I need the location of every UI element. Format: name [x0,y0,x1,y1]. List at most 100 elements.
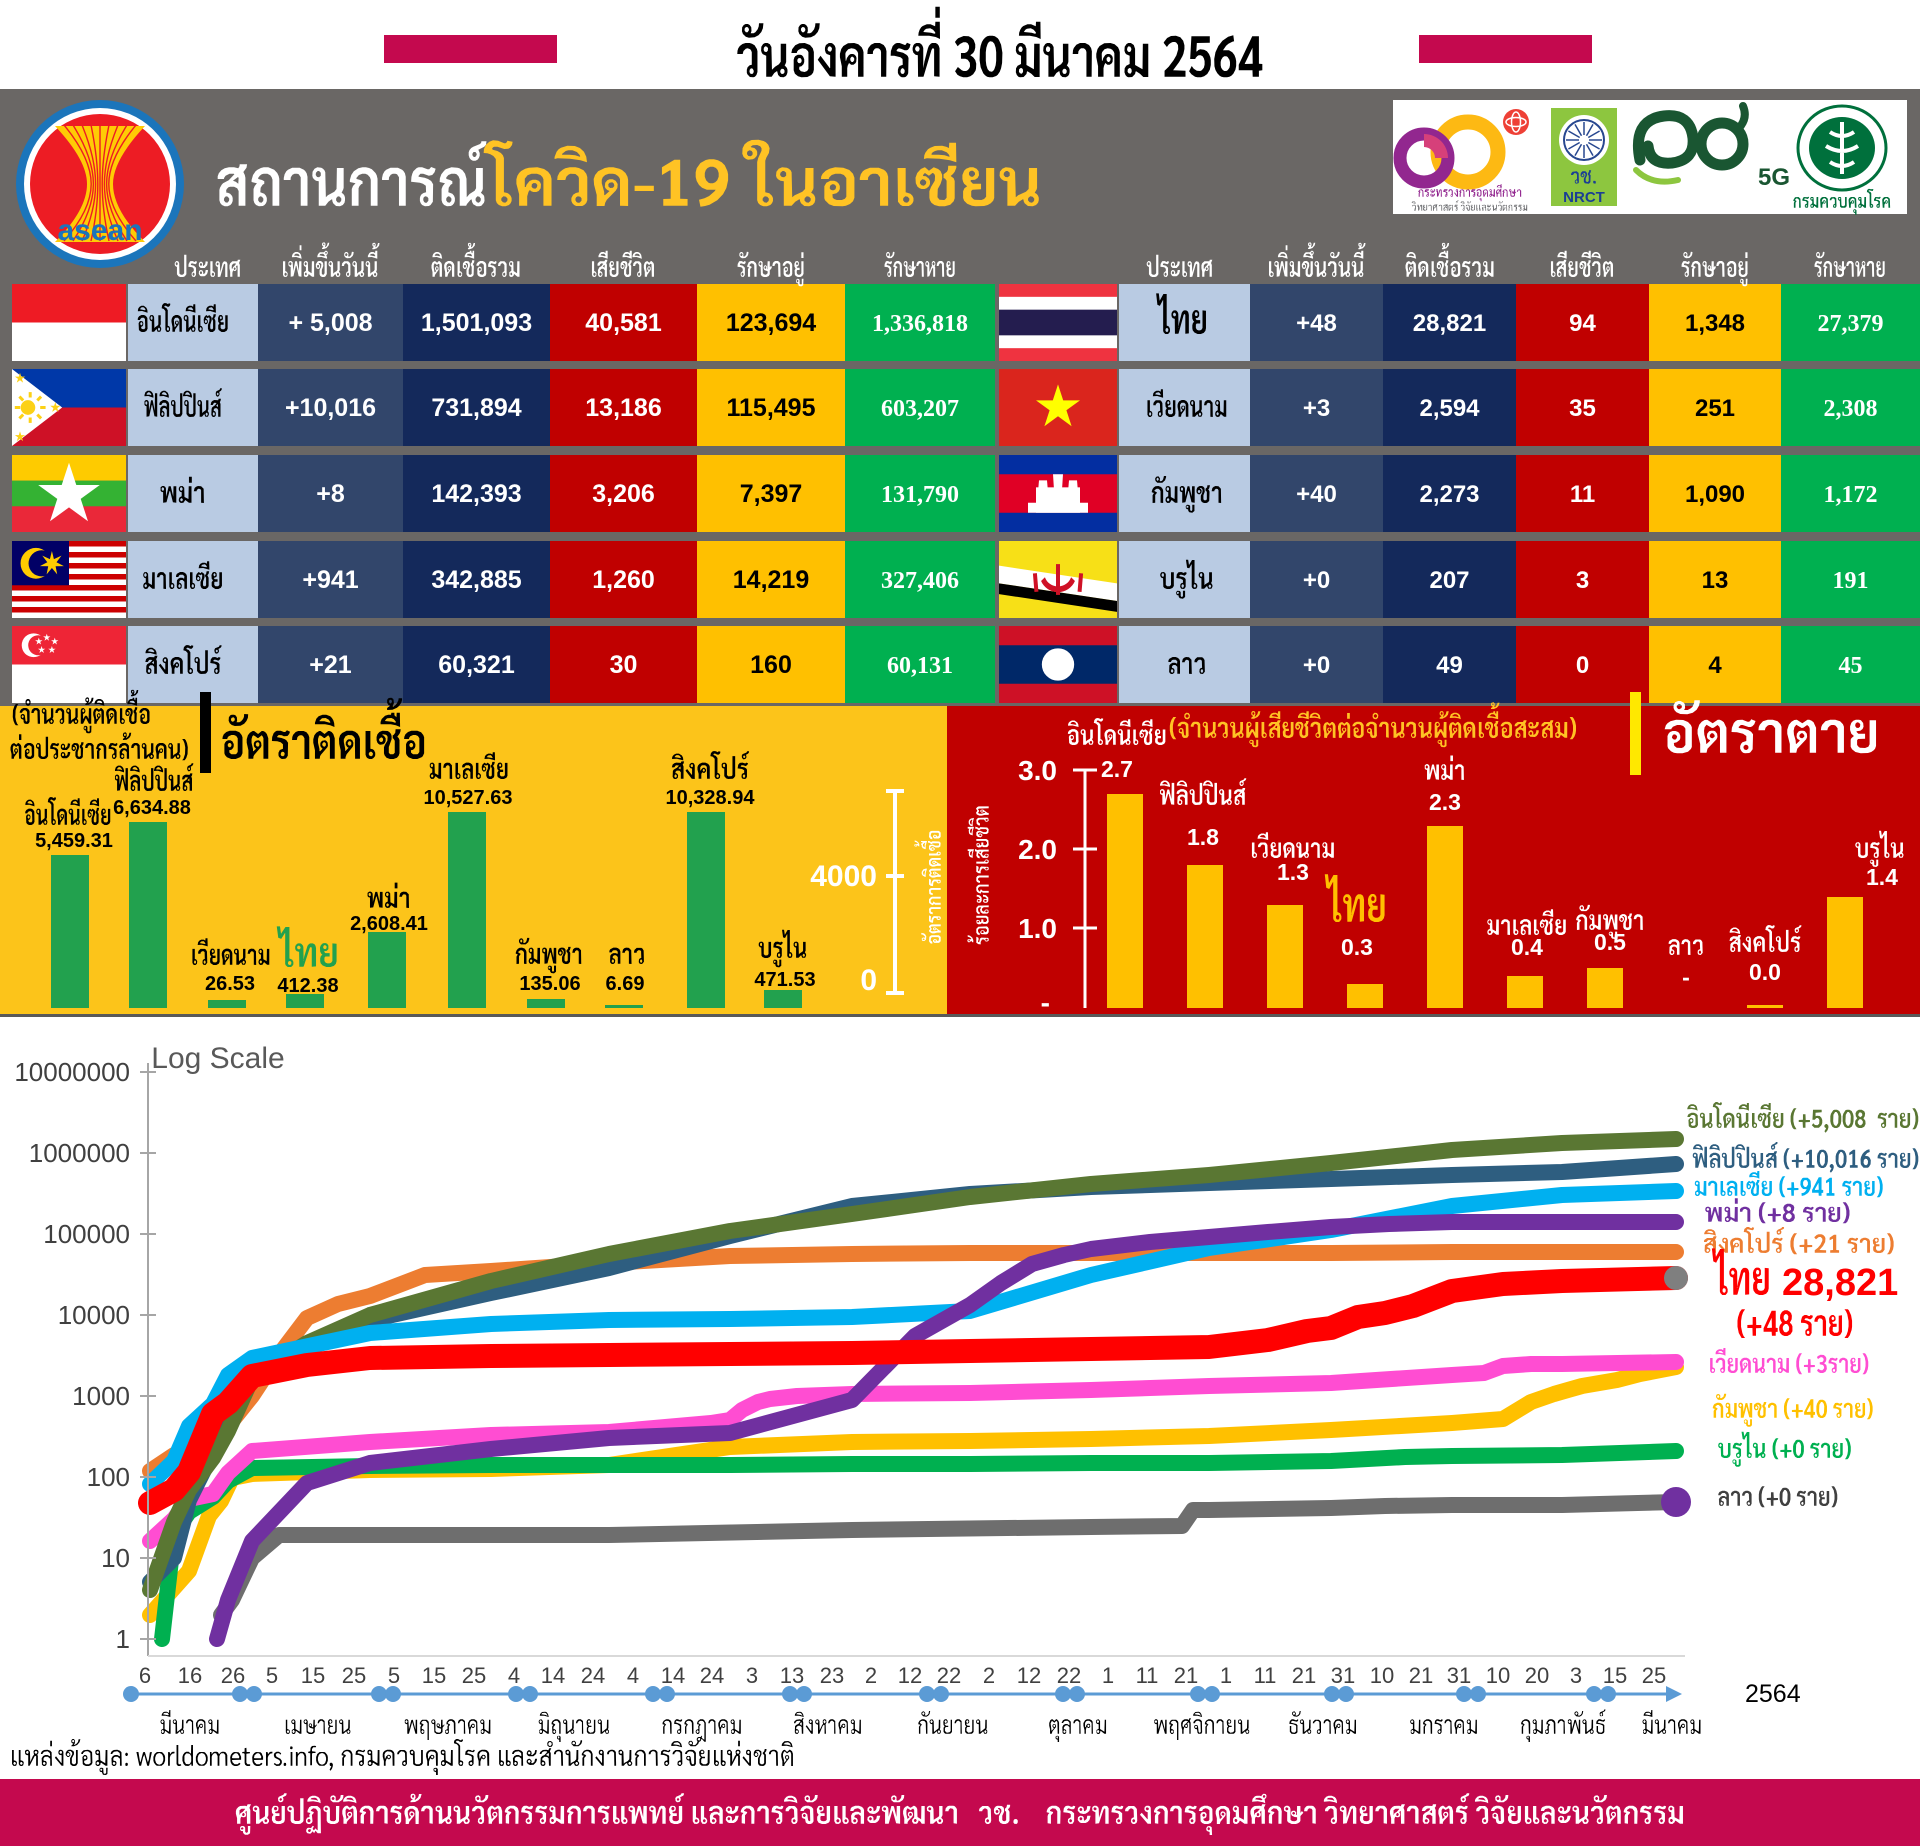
svg-text:1.3: 1.3 [1277,859,1309,885]
svg-text:+941: +941 [302,566,358,594]
svg-text:5,459.31: 5,459.31 [35,830,113,852]
svg-text:2,608.41: 2,608.41 [350,913,428,935]
svg-text:2.7: 2.7 [1101,756,1133,782]
svg-text:3: 3 [746,1663,758,1688]
svg-text:2,594: 2,594 [1419,395,1480,422]
svg-text:10,527.63: 10,527.63 [424,787,513,809]
svg-text:13,186: 13,186 [585,394,661,422]
svg-text:35: 35 [1569,395,1596,422]
svg-text:1.4: 1.4 [1866,864,1898,890]
svg-text:5G: 5G [1758,164,1790,191]
svg-text:2,308: 2,308 [1824,396,1878,422]
svg-text:14: 14 [661,1663,685,1688]
svg-text:10,328.94: 10,328.94 [666,787,756,809]
svg-text:3.0: 3.0 [1018,755,1057,786]
svg-text:6: 6 [139,1663,151,1688]
svg-text:4: 4 [508,1663,520,1688]
svg-text:5: 5 [266,1663,278,1688]
svg-text:23: 23 [820,1663,844,1688]
svg-text:45: 45 [1839,653,1863,679]
svg-text:26: 26 [221,1663,245,1688]
svg-text:100: 100 [87,1462,130,1492]
svg-text:+8: +8 [316,480,345,508]
svg-text:+10,016: +10,016 [285,394,376,422]
svg-text:1,336,818: 1,336,818 [872,311,968,337]
svg-text:28,821: 28,821 [1413,310,1486,337]
svg-text:+ 5,008: + 5,008 [288,309,372,337]
svg-text:30: 30 [610,651,638,679]
svg-text:4: 4 [627,1663,639,1688]
svg-text:207: 207 [1429,567,1469,594]
svg-text:2: 2 [983,1663,995,1688]
svg-text:412.38: 412.38 [277,975,338,997]
svg-text:2.3: 2.3 [1429,789,1461,815]
svg-text:1000: 1000 [72,1381,130,1411]
svg-text:+21: +21 [309,651,352,679]
svg-text:+48: +48 [1296,310,1337,337]
svg-text:0: 0 [1576,652,1589,679]
svg-text:25: 25 [462,1663,486,1688]
svg-text:40,581: 40,581 [585,309,662,337]
svg-text:10000: 10000 [58,1300,130,1330]
svg-text:191: 191 [1833,568,1869,594]
svg-text:20: 20 [1525,1663,1549,1688]
svg-text:10: 10 [101,1543,130,1573]
svg-text:21: 21 [1174,1663,1198,1688]
svg-text:0.4: 0.4 [1511,934,1543,960]
svg-text:NRCT: NRCT [1563,189,1605,206]
svg-text:4: 4 [1708,652,1722,679]
svg-text:4000: 4000 [810,860,877,893]
svg-text:0: 0 [860,964,877,997]
svg-text:1,501,093: 1,501,093 [421,309,532,337]
svg-text:471.53: 471.53 [754,969,815,991]
svg-text:5: 5 [388,1663,400,1688]
svg-text:+40: +40 [1296,481,1337,508]
svg-text:12: 12 [1017,1663,1041,1688]
svg-text:60,321: 60,321 [438,651,515,679]
svg-text:7,397: 7,397 [740,480,803,508]
svg-text:603,207: 603,207 [881,396,959,422]
svg-text:11: 11 [1254,1663,1277,1688]
svg-text:100000: 100000 [43,1219,130,1249]
svg-text:1,260: 1,260 [592,566,655,594]
svg-text:25: 25 [1642,1663,1666,1688]
svg-text:2.0: 2.0 [1018,834,1057,865]
svg-text:2,273: 2,273 [1419,481,1479,508]
svg-text:60,131: 60,131 [887,653,953,679]
svg-text:160: 160 [750,651,792,679]
svg-text:2564: 2564 [1745,1680,1801,1708]
svg-text:+0: +0 [1303,652,1330,679]
svg-text:123,694: 123,694 [726,309,816,337]
svg-text:21: 21 [1292,1663,1316,1688]
svg-text:+0: +0 [1303,567,1330,594]
svg-text:0.5: 0.5 [1594,929,1626,955]
svg-text:22: 22 [1057,1663,1081,1688]
svg-text:6,634.88: 6,634.88 [113,797,191,819]
svg-text:15: 15 [301,1663,325,1688]
svg-text:31: 31 [1447,1663,1471,1688]
svg-text:1: 1 [1220,1663,1232,1688]
svg-text:1.0: 1.0 [1018,913,1057,944]
svg-text:94: 94 [1569,310,1596,337]
svg-text:21: 21 [1409,1663,1433,1688]
svg-text:1000000: 1000000 [29,1138,130,1168]
svg-text:12: 12 [898,1663,922,1688]
svg-text:135.06: 135.06 [519,973,580,995]
svg-text:142,393: 142,393 [431,480,521,508]
svg-text:-: - [1682,964,1690,990]
svg-text:3,206: 3,206 [592,480,655,508]
svg-text:asean: asean [57,214,142,247]
svg-text:24: 24 [581,1663,605,1688]
svg-text:0.3: 0.3 [1341,934,1373,960]
svg-text:10000000: 10000000 [14,1057,130,1087]
svg-text:31: 31 [1331,1663,1355,1688]
svg-text:115,495: 115,495 [727,394,816,422]
svg-text:1: 1 [1102,1663,1114,1688]
svg-text:13: 13 [1702,567,1729,594]
svg-text:24: 24 [700,1663,724,1688]
svg-text:-: - [1041,987,1050,1018]
svg-text:11: 11 [1136,1663,1159,1688]
svg-text:342,885: 342,885 [431,566,521,594]
svg-text:1,090: 1,090 [1685,481,1745,508]
svg-text:15: 15 [422,1663,446,1688]
